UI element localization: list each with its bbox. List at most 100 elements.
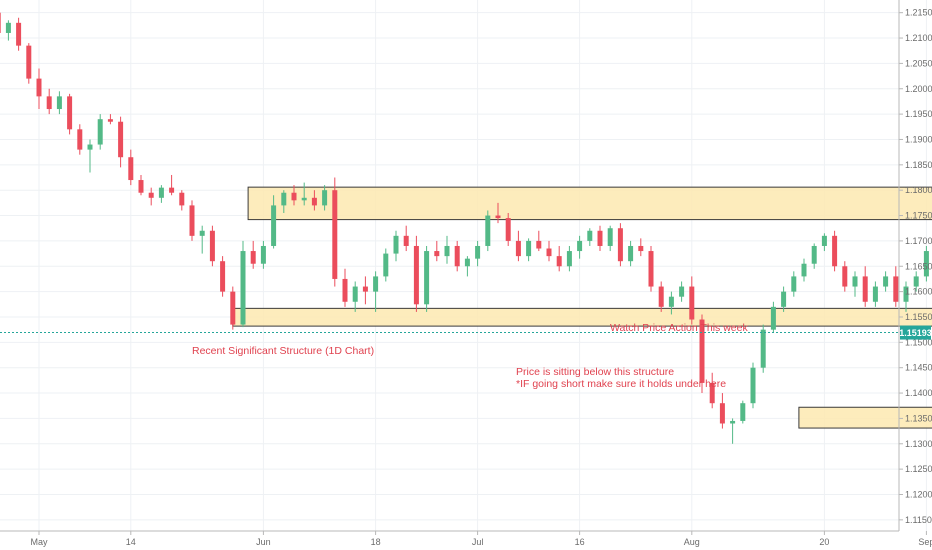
candle[interactable] — [5, 20, 11, 41]
candle[interactable] — [413, 235, 419, 312]
x-axis[interactable]: May14Jun18Jul16Aug20Sep17Oct15Nov19Dec17… — [0, 530, 932, 547]
candle[interactable] — [250, 240, 256, 269]
candle[interactable] — [485, 210, 491, 252]
candle[interactable] — [883, 271, 889, 292]
candle[interactable] — [0, 8, 1, 38]
candle[interactable] — [169, 174, 175, 196]
candle[interactable] — [852, 271, 858, 297]
candle[interactable] — [332, 177, 338, 287]
annotation-structure-label[interactable]: Recent Significant Structure (1D Chart) — [192, 345, 374, 357]
candle[interactable] — [719, 393, 725, 429]
candle[interactable] — [36, 68, 42, 110]
candle[interactable] — [872, 281, 878, 307]
candle[interactable] — [291, 185, 297, 206]
candle[interactable] — [26, 43, 32, 84]
candle[interactable] — [801, 258, 807, 282]
candle[interactable] — [495, 202, 501, 224]
candle[interactable] — [893, 266, 899, 307]
candle[interactable] — [699, 314, 705, 394]
candle[interactable] — [16, 17, 22, 51]
candle[interactable] — [56, 91, 62, 115]
candle[interactable] — [118, 116, 124, 168]
candle[interactable] — [424, 245, 430, 312]
candle[interactable] — [577, 235, 583, 259]
candle[interactable] — [679, 281, 685, 302]
candle[interactable] — [444, 235, 450, 264]
annotation-price-note-2[interactable]: *IF going short make sure it holds under… — [516, 378, 726, 390]
candle[interactable] — [628, 240, 634, 267]
candle[interactable] — [373, 271, 379, 312]
candle[interactable] — [526, 238, 532, 262]
candle[interactable] — [475, 240, 481, 267]
candle[interactable] — [842, 261, 848, 292]
candle[interactable] — [67, 93, 73, 135]
candle[interactable] — [556, 245, 562, 272]
candle[interactable] — [97, 114, 103, 150]
candle[interactable] — [454, 240, 460, 272]
annotation-watch-label[interactable]: Watch Price Action This week — [610, 322, 748, 334]
candle[interactable] — [128, 149, 134, 186]
candle[interactable] — [281, 190, 287, 214]
candle[interactable] — [158, 185, 164, 203]
candle[interactable] — [750, 362, 756, 409]
candle[interactable] — [209, 225, 215, 267]
candle[interactable] — [811, 243, 817, 269]
candle[interactable] — [362, 276, 368, 305]
candle[interactable] — [107, 114, 113, 125]
candle[interactable] — [393, 230, 399, 262]
candle[interactable] — [648, 245, 654, 292]
candle[interactable] — [730, 418, 736, 444]
candle[interactable] — [760, 324, 766, 373]
candle[interactable] — [781, 286, 787, 312]
candle[interactable] — [505, 213, 511, 246]
candle[interactable] — [566, 245, 572, 272]
candle[interactable] — [403, 225, 409, 252]
candle[interactable] — [832, 230, 838, 272]
candle[interactable] — [179, 190, 185, 211]
candle[interactable] — [77, 124, 83, 155]
candle[interactable] — [148, 187, 154, 206]
zone-recent-significant-structure[interactable] — [232, 307, 932, 327]
current-price-tag[interactable] — [900, 325, 931, 340]
candle[interactable] — [689, 276, 695, 325]
candle[interactable] — [199, 225, 205, 254]
candle[interactable] — [617, 223, 623, 267]
candle[interactable] — [260, 240, 266, 269]
zone-upper-resistance[interactable] — [247, 186, 932, 221]
candle[interactable] — [46, 88, 52, 115]
candle[interactable] — [301, 182, 307, 206]
annotation-price-note-1[interactable]: Price is sitting below this structure — [516, 366, 674, 378]
candle[interactable] — [862, 266, 868, 307]
candle[interactable] — [240, 240, 246, 328]
y-axis[interactable]: 1.21500 1.21000 1.20500 1.20000 1.19500 1.190… — [898, 0, 932, 531]
candle[interactable] — [515, 230, 521, 262]
candle[interactable] — [189, 200, 195, 241]
candle[interactable] — [138, 174, 144, 196]
candle[interactable] — [434, 240, 440, 262]
candle[interactable] — [271, 195, 277, 249]
candle[interactable] — [383, 248, 389, 282]
candle[interactable] — [597, 225, 603, 252]
candle[interactable] — [709, 372, 715, 409]
candle[interactable] — [607, 225, 613, 252]
candle[interactable] — [311, 190, 317, 211]
candle[interactable] — [668, 291, 674, 315]
candle[interactable] — [536, 230, 542, 252]
candle[interactable] — [770, 301, 776, 333]
candle[interactable] — [546, 240, 552, 262]
candle[interactable] — [923, 245, 929, 282]
candle[interactable] — [903, 281, 909, 312]
candle[interactable] — [791, 271, 797, 297]
candle[interactable] — [220, 256, 226, 297]
candle[interactable] — [87, 139, 93, 173]
candle[interactable] — [322, 185, 328, 211]
candle[interactable] — [342, 268, 348, 307]
candle[interactable] — [587, 228, 593, 246]
candle[interactable] — [658, 281, 664, 312]
candle[interactable] — [821, 233, 827, 252]
candle[interactable] — [464, 256, 470, 277]
candle[interactable] — [352, 281, 358, 312]
candle[interactable] — [913, 271, 919, 292]
